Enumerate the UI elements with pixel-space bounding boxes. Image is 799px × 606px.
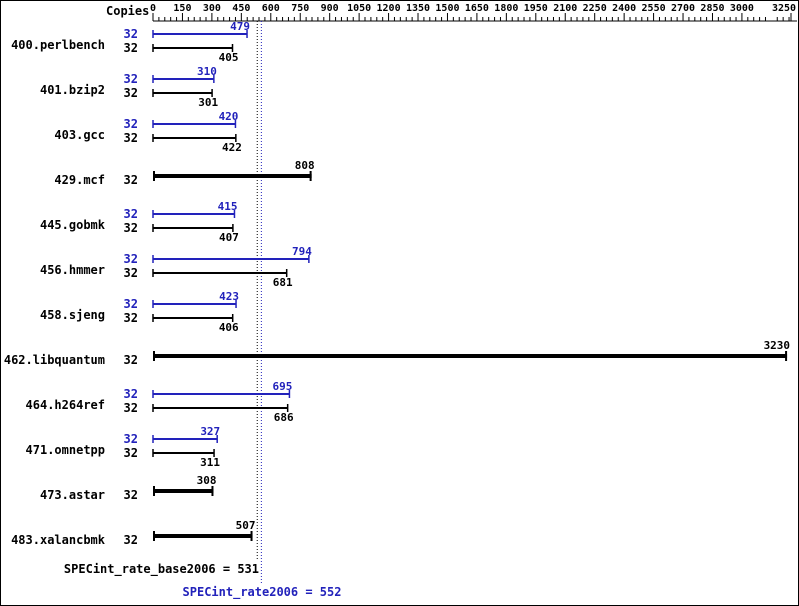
bar-value-peak: 415 <box>218 200 238 213</box>
summary-base-label: SPECint_rate_base2006 = 531 <box>63 562 259 576</box>
benchmark-row-462.libquantum: 462.libquantum 32 3230 <box>4 339 790 367</box>
bar-value: 507 <box>236 519 256 532</box>
x-tick-label: 1050 <box>347 3 371 14</box>
copies-value-base: 32 <box>124 221 138 235</box>
copies-value-peak: 32 <box>124 27 138 41</box>
x-tick-label: 1350 <box>406 3 430 14</box>
benchmark-row-473.astar: 473.astar 32 308 <box>40 474 216 502</box>
bar-value-base: 406 <box>219 321 239 334</box>
copies-value-base: 32 <box>124 311 138 325</box>
bar-value-base: 405 <box>219 51 239 64</box>
bar-value-peak: 423 <box>219 290 239 303</box>
benchmark-name: 401.bzip2 <box>40 83 105 97</box>
summary-peak-label: SPECint_rate2006 = 552 <box>182 585 342 599</box>
x-tick-label: 1500 <box>435 3 459 14</box>
bar-value-peak: 327 <box>200 425 220 438</box>
bar-value: 308 <box>197 474 217 487</box>
bar-value-base: 311 <box>200 456 220 469</box>
benchmark-name: 456.hmmer <box>40 263 105 277</box>
x-tick-label: 600 <box>262 3 280 14</box>
benchmark-name: 473.astar <box>40 488 105 502</box>
x-tick-label: 900 <box>321 3 339 14</box>
bar-value-base: 301 <box>198 96 218 109</box>
benchmark-row-483.xalancbmk: 483.xalancbmk 32 507 <box>11 519 255 547</box>
x-tick-label: 3000 <box>730 3 754 14</box>
copies-value-base: 32 <box>124 446 138 460</box>
benchmark-row-429.mcf: 429.mcf 32 808 <box>54 159 314 187</box>
bar-value-peak: 479 <box>230 20 250 33</box>
x-tick-label: 2550 <box>642 3 666 14</box>
copies-value: 32 <box>124 488 138 502</box>
x-tick-label: 1200 <box>377 3 401 14</box>
x-tick-label: 1950 <box>524 3 548 14</box>
x-tick-label: 0 <box>150 3 156 14</box>
copies-value-peak: 32 <box>124 387 138 401</box>
copies-value-peak: 32 <box>124 117 138 131</box>
bar-value-base: 407 <box>219 231 239 244</box>
copies-value-peak: 32 <box>124 72 138 86</box>
x-tick-label: 750 <box>291 3 309 14</box>
bar-value: 3230 <box>764 339 791 352</box>
bar-value-peak: 695 <box>273 380 293 393</box>
x-tick-label: 1650 <box>465 3 489 14</box>
copies-value-base: 32 <box>124 266 138 280</box>
x-tick-label: 300 <box>203 3 221 14</box>
copies-value-peak: 32 <box>124 252 138 266</box>
copies-column-header: Copies <box>106 4 150 18</box>
benchmark-name: 462.libquantum <box>4 353 105 367</box>
x-tick-label: 450 <box>232 3 250 14</box>
bar-value-peak: 310 <box>197 65 217 78</box>
x-tick-label: 150 <box>173 3 191 14</box>
copies-value-base: 32 <box>124 86 138 100</box>
copies-value: 32 <box>124 173 138 187</box>
benchmark-name: 400.perlbench <box>11 38 105 52</box>
x-tick-label: 2100 <box>553 3 577 14</box>
x-tick-label: 2400 <box>612 3 636 14</box>
benchmark-name: 403.gcc <box>54 128 105 142</box>
bar-value-base: 422 <box>222 141 242 154</box>
x-axis: 0 150 300 450 600 750 900 1050 1200 1350 1500 1650 1… <box>150 3 797 22</box>
copies-value-base: 32 <box>124 131 138 145</box>
copies-value-peak: 32 <box>124 432 138 446</box>
copies-value-peak: 32 <box>124 207 138 221</box>
x-tick-label: 2250 <box>583 3 607 14</box>
copies-value-base: 32 <box>124 41 138 55</box>
copies-value: 32 <box>124 353 138 367</box>
benchmark-name: 464.h264ref <box>26 398 105 412</box>
copies-value: 32 <box>124 533 138 547</box>
copies-value-peak: 32 <box>124 297 138 311</box>
bar-value-base: 681 <box>273 276 293 289</box>
benchmark-name: 471.omnetpp <box>26 443 105 457</box>
x-tick-label: 2700 <box>671 3 695 14</box>
bar-value-peak: 794 <box>292 245 312 258</box>
benchmark-name: 429.mcf <box>54 173 105 187</box>
benchmark-name: 445.gobmk <box>40 218 106 232</box>
benchmark-name: 483.xalancbmk <box>11 533 106 547</box>
benchmark-name: 458.sjeng <box>40 308 105 322</box>
x-tick-label: 1800 <box>494 3 518 14</box>
copies-value-base: 32 <box>124 401 138 415</box>
x-tick-label: 3250 <box>772 3 796 14</box>
bar-value-peak: 420 <box>219 110 239 123</box>
bar-value-base: 686 <box>274 411 294 424</box>
bar-value: 808 <box>295 159 315 172</box>
x-tick-label: 2850 <box>700 3 724 14</box>
